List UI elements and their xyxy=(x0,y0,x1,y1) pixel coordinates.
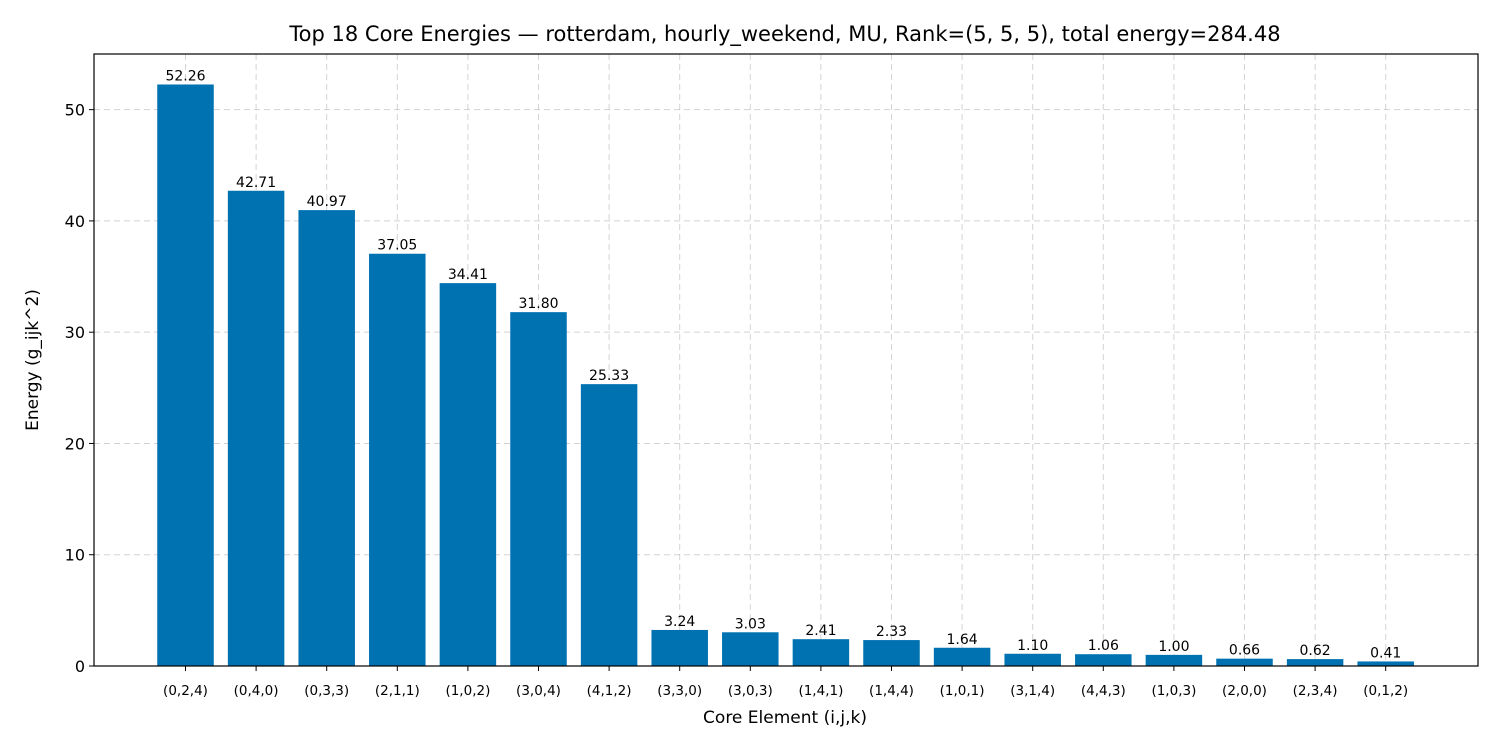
x-tick-label: (4,4,3) xyxy=(1081,683,1126,699)
plot-frame xyxy=(93,53,1479,667)
x-tick-label: (2,1,1) xyxy=(375,683,420,699)
bar xyxy=(1357,661,1414,666)
x-tick-label: (0,2,4) xyxy=(163,683,208,699)
bar-labels-layer: 52.26 42.71 40.97 37.05 34.41 31.80 25.33 3.24 3… xyxy=(165,68,1401,661)
bar-value-label: 2.41 xyxy=(805,623,836,639)
bar xyxy=(933,647,991,666)
bar xyxy=(1216,658,1273,666)
bars-layer xyxy=(157,84,1414,667)
x-tick-label: (1,0,3) xyxy=(1151,683,1196,699)
bar xyxy=(298,210,355,666)
bar-value-label: 37.05 xyxy=(377,238,417,254)
x-tick-label: (1,4,1) xyxy=(798,683,843,699)
bar-value-label: 52.26 xyxy=(165,68,205,84)
bar xyxy=(1286,659,1344,666)
bar xyxy=(863,640,920,666)
bar-value-label: 40.97 xyxy=(307,194,347,210)
x-tick-label: (0,1,2) xyxy=(1363,683,1408,699)
bar xyxy=(580,384,638,666)
grid-layer xyxy=(94,54,1478,667)
bar xyxy=(510,312,567,666)
bar-value-label: 3.24 xyxy=(664,614,695,630)
bar xyxy=(157,84,214,667)
x-tick-label: (1,0,2) xyxy=(445,683,490,699)
bar-value-label: 31.80 xyxy=(518,296,558,312)
y-tick-label: 10 xyxy=(65,546,85,565)
bar xyxy=(1075,654,1132,666)
y-tick-label: 40 xyxy=(65,212,85,231)
bar-value-label: 1.10 xyxy=(1017,638,1048,654)
bar-value-label: 3.03 xyxy=(735,616,766,632)
x-axis-label: Core Element (i,j,k) xyxy=(703,708,867,728)
x-tick-label: (4,1,2) xyxy=(587,683,632,699)
x-tick-label: (0,3,3) xyxy=(304,683,349,699)
x-tick-label: (3,0,4) xyxy=(516,683,561,699)
bar-value-label: 1.06 xyxy=(1088,638,1119,654)
chart-title: Top 18 Core Energies — rotterdam, hourly… xyxy=(288,22,1280,47)
y-tick-label: 0 xyxy=(75,657,85,676)
bar xyxy=(1145,654,1203,666)
y-tick-label: 50 xyxy=(65,101,85,120)
x-axis: (0,2,4) (0,4,0) (0,3,3) (2,1,1) (1,0,2) (3,0,… xyxy=(163,666,1408,699)
bar-value-label: 0.41 xyxy=(1370,645,1401,661)
bar xyxy=(722,632,779,666)
bar-value-label: 0.66 xyxy=(1229,643,1260,659)
x-tick-label: (1,0,1) xyxy=(940,683,985,699)
x-tick-label: (3,3,0) xyxy=(657,683,702,699)
bar-value-label: 34.41 xyxy=(448,267,488,283)
bar-value-label: 2.33 xyxy=(876,624,907,640)
bar-value-label: 25.33 xyxy=(589,368,629,384)
bar xyxy=(227,190,285,666)
bar xyxy=(792,639,850,666)
y-axis-label: Energy (g_ijk^2) xyxy=(23,289,43,431)
y-tick-label: 30 xyxy=(65,323,85,342)
bar-value-label: 1.00 xyxy=(1158,639,1189,655)
y-tick-label: 20 xyxy=(65,434,85,453)
y-axis: 0 10 20 30 40 50 xyxy=(65,101,94,676)
bar-value-label: 1.64 xyxy=(947,632,978,648)
bar xyxy=(1004,653,1061,666)
x-tick-label: (0,4,0) xyxy=(234,683,279,699)
x-tick-label: (2,0,0) xyxy=(1222,683,1267,699)
bar xyxy=(369,253,426,666)
bar-value-label: 0.62 xyxy=(1300,643,1331,659)
x-tick-label: (2,3,4) xyxy=(1293,683,1338,699)
x-tick-label: (3,0,3) xyxy=(728,683,773,699)
bar xyxy=(651,629,708,666)
x-tick-label: (1,4,4) xyxy=(869,683,914,699)
x-tick-label: (3,1,4) xyxy=(1010,683,1055,699)
bar xyxy=(439,283,497,666)
bar-value-label: 42.71 xyxy=(236,175,276,191)
